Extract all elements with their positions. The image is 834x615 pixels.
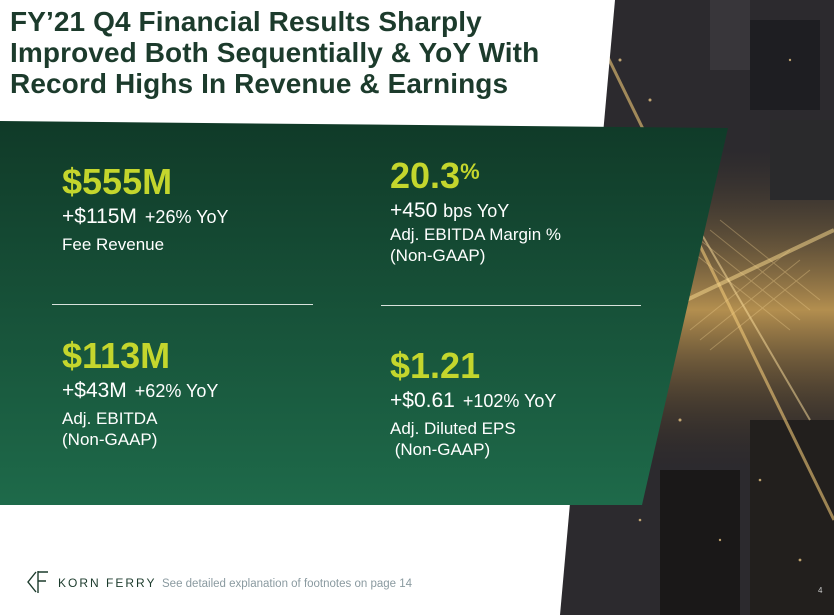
metric-adj-ebitda: $113M +$43M +62% YoY Adj. EBITDA (Non-GAA… bbox=[62, 336, 218, 450]
metric-label: Adj. EBITDA bbox=[62, 409, 158, 428]
page-number: 4 bbox=[818, 586, 823, 595]
metric-value: $113M bbox=[62, 335, 171, 376]
metric-change-row: +$0.61 +102% YoY bbox=[390, 388, 556, 414]
metric-change-row: +$115M +26% YoY bbox=[62, 204, 229, 230]
metric-yoy: +102% YoY bbox=[462, 391, 557, 411]
metric-change: +450 bbox=[390, 199, 438, 222]
metric-change: +$115M bbox=[62, 205, 137, 228]
metric-yoy: +62% YoY bbox=[134, 381, 219, 401]
title-line: Record Highs In Revenue & Earnings bbox=[10, 68, 509, 99]
metric-label-sub: (Non-GAAP) bbox=[390, 246, 486, 265]
page-title: FY’21 Q4 Financial Results Sharply Impro… bbox=[10, 6, 580, 99]
metric-label-sub: (Non-GAAP) bbox=[62, 430, 158, 449]
metric-value-row: 20.3% bbox=[390, 156, 561, 196]
metric-label: Adj. Diluted EPS bbox=[390, 419, 516, 438]
metric-label: Adj. EBITDA Margin % bbox=[390, 225, 562, 244]
metric-diluted-eps: $1.21 +$0.61 +102% YoY Adj. Diluted EPS (… bbox=[390, 346, 556, 460]
metric-change-row: +450 bps YoY bbox=[390, 198, 561, 224]
metric-yoy: +26% YoY bbox=[144, 207, 229, 227]
divider-left bbox=[52, 304, 313, 305]
korn-ferry-logo-icon bbox=[27, 571, 48, 593]
metric-fee-revenue: $555M +$115M +26% YoY Fee Revenue bbox=[62, 162, 229, 255]
footnote: See detailed explanation of footnotes on… bbox=[162, 578, 413, 590]
metric-value: $555M bbox=[62, 161, 173, 202]
brand-name: KORN FERRY bbox=[58, 576, 157, 590]
metric-value: 20.3 bbox=[390, 155, 461, 196]
metric-unit: % bbox=[460, 159, 480, 184]
metric-change: +$0.61 bbox=[390, 389, 455, 412]
metric-label-sub: (Non-GAAP) bbox=[390, 440, 491, 459]
metric-value: $1.21 bbox=[390, 345, 481, 386]
metric-change: +$43M bbox=[62, 379, 127, 402]
metric-yoy: bps YoY bbox=[443, 201, 510, 221]
metric-change-row: +$43M +62% YoY bbox=[62, 378, 218, 404]
title-line: Improved Both Sequentially & YoY With bbox=[10, 37, 540, 68]
metric-ebitda-margin: 20.3% +450 bps YoY Adj. EBITDA Margin % … bbox=[390, 156, 561, 266]
metric-label: Fee Revenue bbox=[62, 235, 165, 254]
divider-right bbox=[381, 305, 641, 306]
title-line: FY’21 Q4 Financial Results Sharply bbox=[10, 6, 482, 37]
